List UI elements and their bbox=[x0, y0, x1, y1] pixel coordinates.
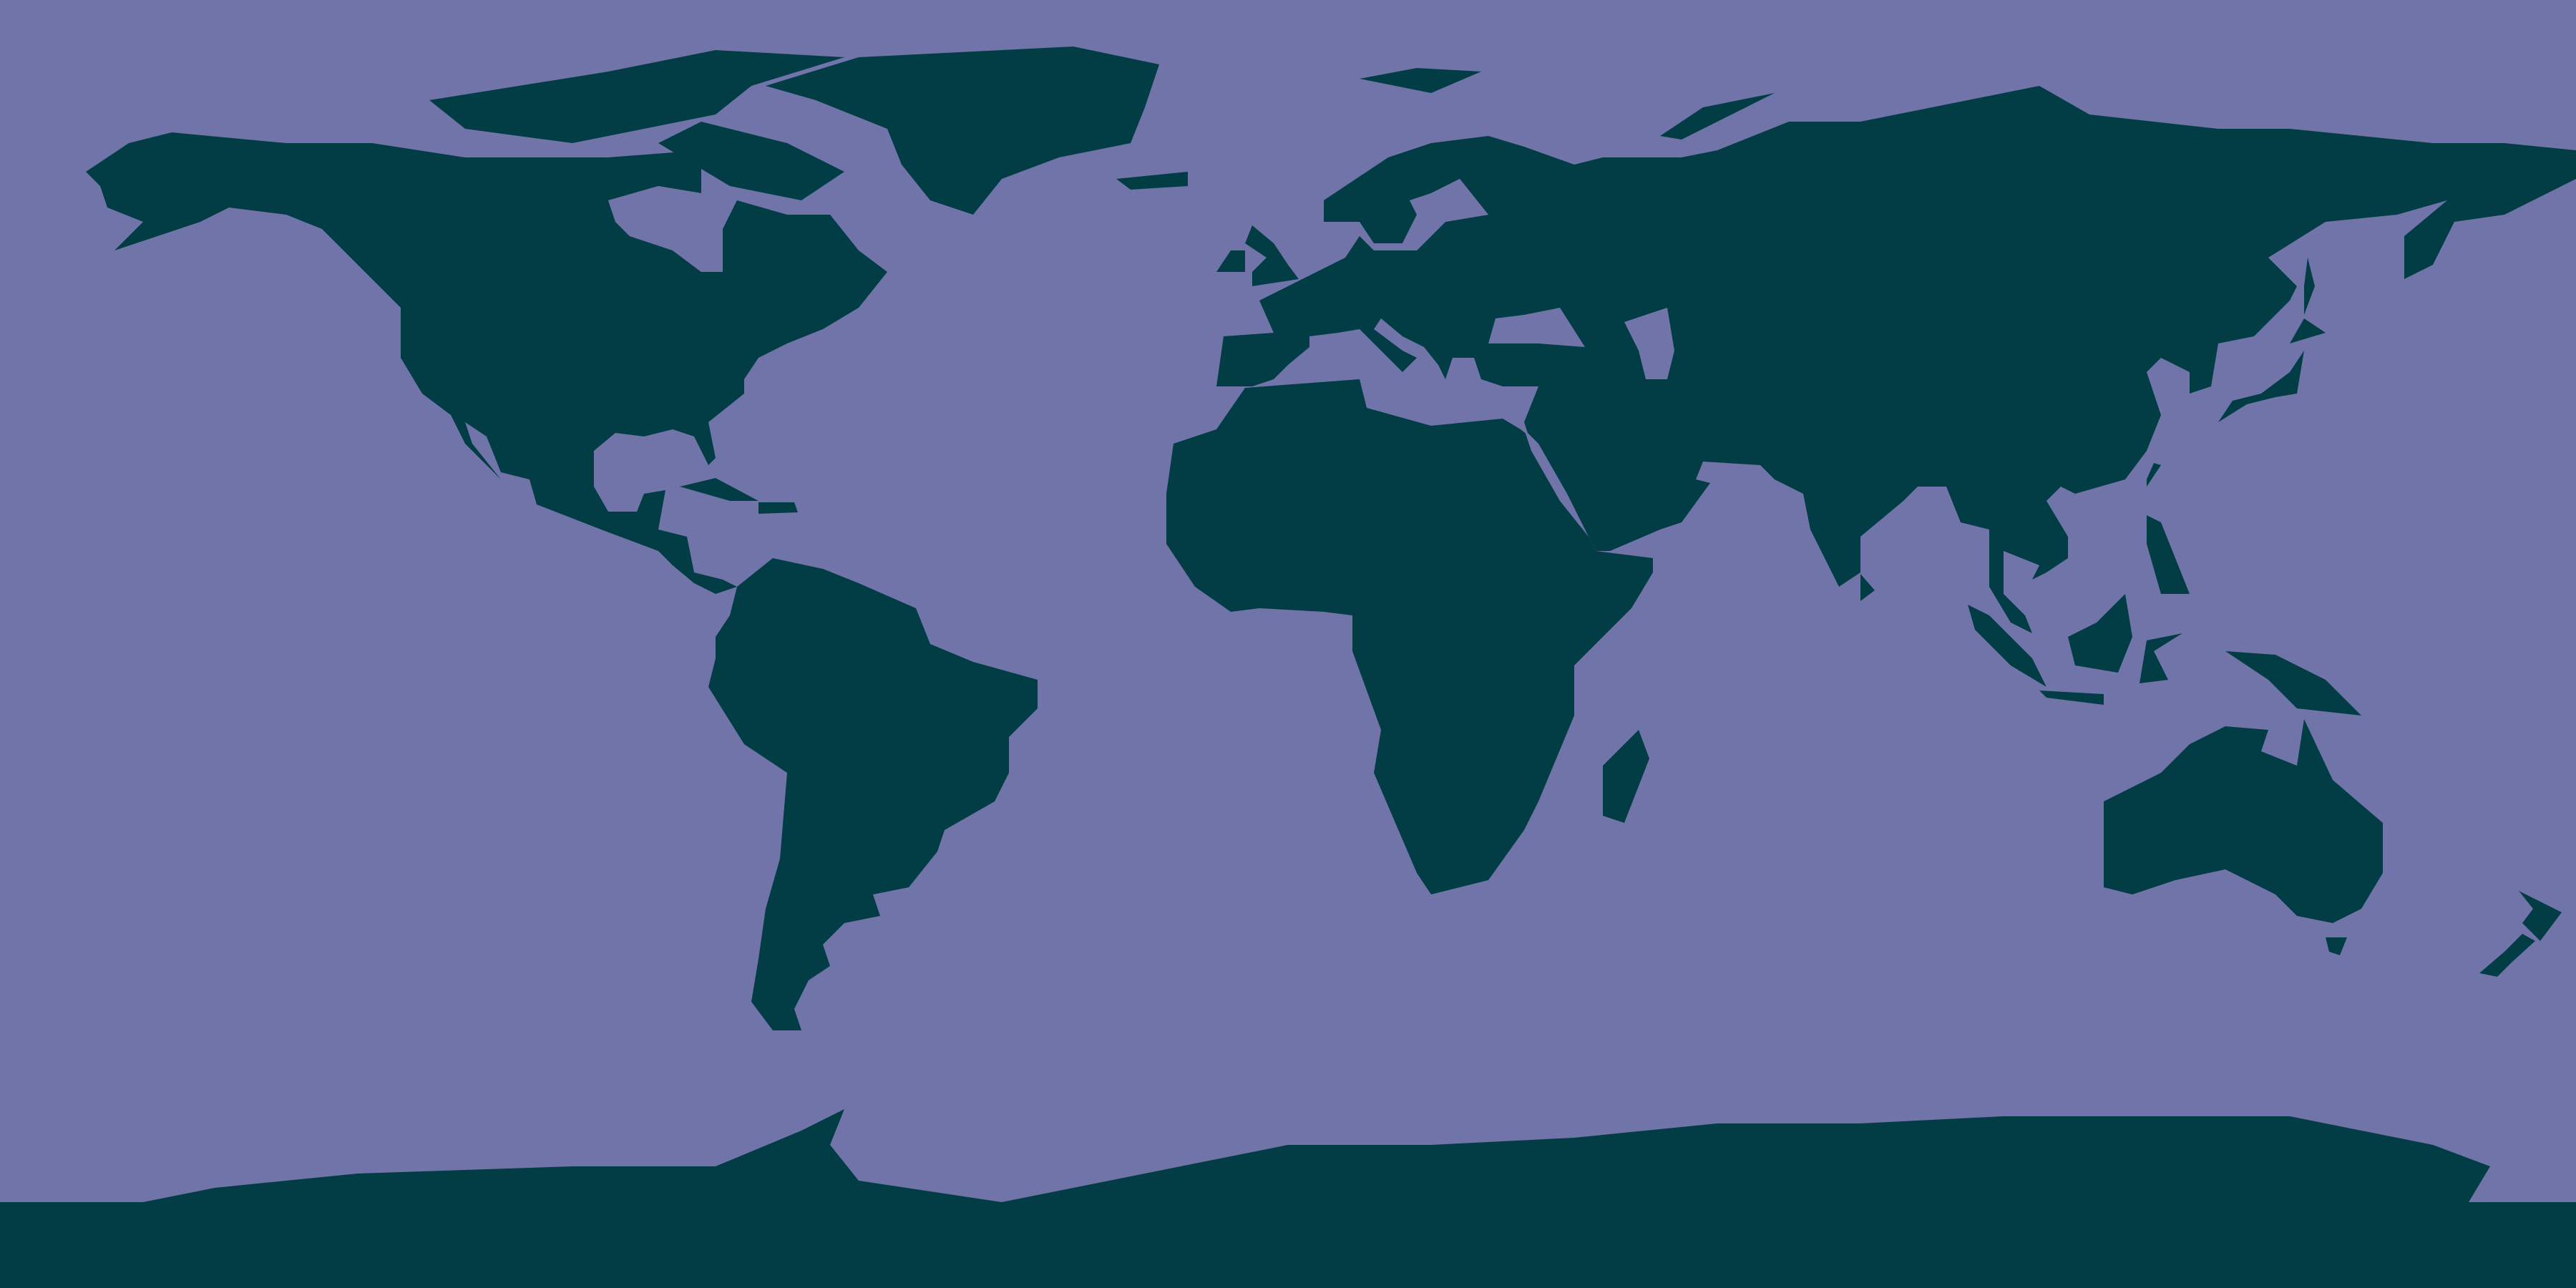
sakhalin bbox=[2304, 258, 2315, 315]
baltic-sea bbox=[1402, 179, 1488, 250]
africa bbox=[1166, 379, 1653, 894]
baffin-island bbox=[658, 122, 844, 200]
occurrence-density-layer bbox=[497, 397, 1090, 1052]
sri-lanka bbox=[1860, 574, 1875, 601]
hokkaido bbox=[2290, 318, 2326, 343]
black-sea bbox=[1488, 308, 1585, 347]
density-trindade bbox=[1064, 778, 1090, 804]
great-britain bbox=[1245, 225, 1299, 286]
density-high-mexico bbox=[535, 489, 691, 576]
amazon-sparse bbox=[758, 615, 930, 737]
sumatra bbox=[1968, 605, 2046, 687]
density-high-venezuela bbox=[764, 564, 816, 577]
density-south-georgia bbox=[1015, 1025, 1032, 1043]
java bbox=[2039, 691, 2104, 705]
eurasia bbox=[1216, 86, 2576, 633]
density-easter bbox=[497, 826, 519, 848]
tasmania bbox=[2326, 937, 2347, 955]
borneo bbox=[2068, 594, 2132, 673]
greenland bbox=[766, 47, 1159, 215]
caspian-sea bbox=[1624, 308, 1674, 379]
new-zealand-south bbox=[2479, 934, 2535, 977]
philippines bbox=[2147, 515, 2190, 594]
red-sea bbox=[1524, 429, 1596, 551]
novaya-zemlya bbox=[1660, 93, 1775, 140]
new-guinea bbox=[2225, 651, 2361, 716]
arctic-islands bbox=[429, 50, 844, 143]
honshu bbox=[2218, 351, 2304, 422]
sulawesi bbox=[2140, 633, 2182, 683]
north-america bbox=[86, 132, 887, 594]
iceland bbox=[1116, 172, 1188, 190]
new-zealand-north bbox=[2519, 891, 2562, 941]
svalbard bbox=[1360, 68, 1481, 93]
ireland bbox=[1216, 250, 1245, 272]
density-fernando bbox=[1041, 658, 1070, 687]
hudson-bay bbox=[608, 186, 723, 272]
density-juan-fernandez bbox=[705, 873, 726, 894]
antarctica bbox=[0, 1095, 2576, 1288]
australia bbox=[2104, 719, 2383, 923]
madagascar bbox=[1603, 730, 1649, 823]
density-galapagos bbox=[625, 632, 657, 664]
density-falklands bbox=[852, 1000, 880, 1028]
density-high-se-brazil bbox=[919, 749, 978, 854]
taiwan bbox=[2147, 463, 2161, 487]
density-high-andes bbox=[718, 585, 828, 946]
density-bermuda bbox=[809, 397, 840, 429]
